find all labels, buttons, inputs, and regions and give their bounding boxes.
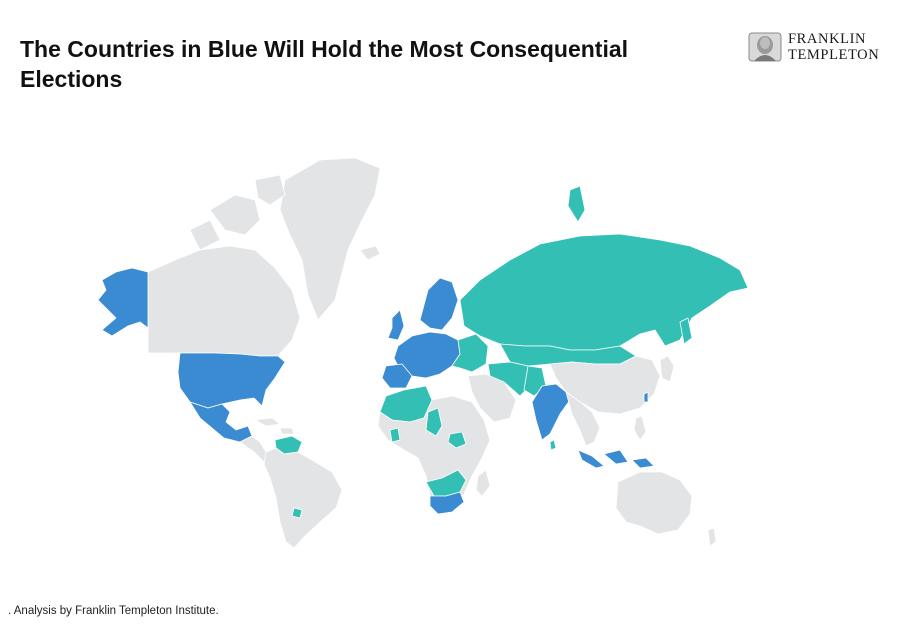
region-eastern-europe <box>451 333 489 373</box>
region-sakhalin <box>679 317 693 345</box>
region-sahel <box>389 407 443 443</box>
region-uk <box>387 309 405 341</box>
region-caribbean <box>254 417 295 435</box>
region-greenland <box>279 157 381 321</box>
region-india <box>531 383 571 441</box>
franklin-templeton-logo: FRANKLIN TEMPLETON <box>748 30 898 66</box>
region-arctic-islands <box>189 174 286 251</box>
logo-wordmark: FRANKLIN TEMPLETON <box>788 31 879 63</box>
region-southeast-asia <box>565 391 601 447</box>
region-iceland <box>359 245 381 261</box>
region-usa <box>177 352 286 409</box>
logo-line-1: FRANKLIN <box>788 31 867 47</box>
region-new-zealand <box>707 527 717 547</box>
region-japan <box>659 355 675 383</box>
page-title: The Countries in Blue Will Hold the Most… <box>20 36 629 92</box>
portrait-seal-icon <box>748 32 782 62</box>
region-uruguay <box>291 507 303 519</box>
region-philippines <box>633 415 647 441</box>
region-canada <box>147 245 301 357</box>
region-iberia <box>381 363 413 389</box>
logo-line-2: TEMPLETON <box>788 47 880 63</box>
region-indonesia <box>577 449 655 469</box>
region-mexico <box>189 401 253 443</box>
region-scandinavia <box>419 277 459 331</box>
region-russia <box>459 233 749 351</box>
region-novaya-zemlya <box>567 185 586 223</box>
region-australia <box>615 471 693 535</box>
region-east-africa <box>447 431 467 449</box>
region-taiwan <box>643 391 649 403</box>
region-sri-lanka <box>549 439 557 451</box>
region-alaska <box>97 267 149 337</box>
region-south-america <box>263 447 343 549</box>
world-map <box>97 157 749 549</box>
region-south-africa <box>429 491 465 515</box>
source-note: . Analysis by Franklin Templeton Institu… <box>8 605 219 617</box>
region-madagascar <box>475 469 491 497</box>
